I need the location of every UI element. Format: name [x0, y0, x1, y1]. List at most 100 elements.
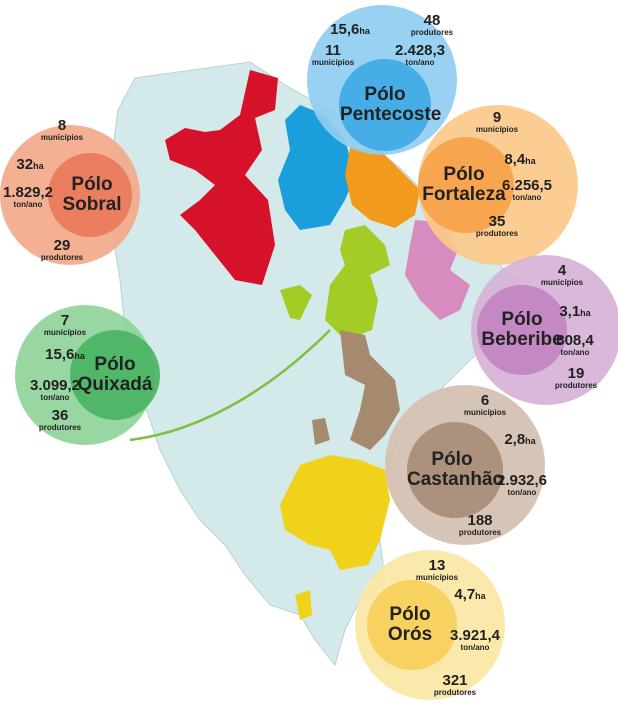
region-sobral — [165, 70, 278, 285]
pole-inner-circle — [418, 137, 514, 233]
municipios-stat: 6 municípios — [464, 393, 506, 417]
stat-unit: ha — [33, 161, 44, 171]
production-stat: 3.921,4 ton/ano — [450, 628, 500, 652]
stat-unit: produtores — [433, 688, 477, 697]
pole-name: Pólo Orós — [387, 604, 433, 645]
stat-unit: produtores — [410, 28, 454, 37]
stat-value: 7 — [60, 312, 70, 329]
stat-value: 13 — [428, 557, 446, 574]
producers-stat: 321 produtores — [434, 673, 476, 697]
stat-unit: ha — [359, 26, 370, 36]
pole-inner-circle — [339, 59, 431, 151]
stat-unit: ha — [74, 351, 85, 361]
stat-value: 2.932,6 — [496, 472, 548, 489]
stat-unit: ton/ano — [460, 643, 490, 652]
pole-name: Pólo Beberibe — [481, 309, 563, 350]
region-castanhao — [340, 330, 400, 450]
area-stat: 15,6ha — [330, 22, 370, 38]
stat-value: 36 — [51, 407, 69, 424]
stat-value: 4,7 — [454, 586, 476, 603]
stat-unit: ton/ano — [560, 348, 590, 357]
production-stat: 1.829,2 ton/ano — [3, 185, 53, 209]
pole-inner-circle — [477, 285, 567, 375]
producers-stat: 188 produtores — [459, 513, 501, 537]
stat-unit: municípios — [40, 133, 84, 142]
stat-unit: ton/ano — [512, 193, 542, 202]
area-stat: 8,4ha — [504, 152, 535, 168]
production-stat: 2.932,6 ton/ano — [497, 473, 547, 497]
stat-value: 188 — [467, 512, 493, 529]
region-quixada-west — [280, 285, 312, 320]
area-stat: 15,6ha — [45, 347, 85, 363]
stat-value: 1.829,2 — [2, 184, 54, 201]
stat-value: 808,4 — [556, 332, 594, 349]
region-fortaleza — [345, 148, 420, 228]
connector-line — [129, 329, 331, 442]
stat-unit: produtores — [554, 381, 598, 390]
stat-value: 3.921,4 — [449, 627, 501, 644]
area-stat: 2,8ha — [504, 432, 535, 448]
production-stat: 3.099,2 ton/ano — [30, 378, 80, 402]
pole-inner-circle — [48, 153, 132, 237]
stat-value: 8,4 — [504, 151, 526, 168]
pole-name: Pólo Sobral — [62, 174, 122, 215]
stat-value: 19 — [567, 365, 585, 382]
stat-unit: municípios — [540, 278, 584, 287]
municipios-stat: 8 municípios — [41, 118, 83, 142]
stat-value: 11 — [325, 42, 341, 59]
stat-unit: ton/ano — [13, 200, 43, 209]
stat-value: 2.428,3 — [394, 42, 446, 59]
stat-value: 321 — [442, 672, 468, 689]
stat-unit: produtores — [475, 229, 519, 238]
pole-inner-circle — [70, 330, 160, 420]
region-oros-south — [295, 590, 312, 620]
stat-value: 32 — [16, 156, 34, 173]
stat-value: 6.256,5 — [501, 177, 553, 194]
stat-unit: municípios — [311, 58, 355, 67]
municipios-stat: 7 municípios — [44, 313, 86, 337]
stat-unit: produtores — [38, 423, 82, 432]
producers-stat: 36 produtores — [39, 408, 81, 432]
stat-value: 15,6 — [330, 21, 360, 38]
area-stat: 4,7ha — [454, 587, 485, 603]
stat-unit: produtores — [458, 528, 502, 537]
stat-unit: ton/ano — [507, 488, 537, 497]
producers-stat: 48 produtores — [411, 13, 453, 37]
stat-unit: municípios — [475, 125, 519, 134]
stat-value: 3,1 — [559, 303, 581, 320]
municipios-stat: 11 municípios — [312, 43, 354, 67]
region-castanhao-west — [312, 418, 330, 445]
stat-unit: municípios — [415, 573, 459, 582]
producers-stat: 35 produtores — [476, 214, 518, 238]
stat-value: 35 — [488, 213, 506, 230]
stat-unit: municípios — [463, 408, 507, 417]
stat-unit: ha — [525, 436, 536, 446]
stat-value: 15,6 — [45, 346, 75, 363]
region-oros — [280, 455, 390, 570]
stat-value: 9 — [492, 109, 502, 126]
stat-value: 48 — [423, 12, 441, 29]
production-stat: 2.428,3 ton/ano — [395, 43, 445, 67]
stat-unit: produtores — [40, 253, 84, 262]
stat-unit: ha — [525, 156, 536, 166]
pole-name: Pólo Fortaleza — [422, 164, 506, 205]
stat-unit: ha — [475, 591, 486, 601]
area-stat: 3,1ha — [559, 304, 590, 320]
producers-stat: 29 produtores — [41, 238, 83, 262]
stat-value: 4 — [557, 262, 567, 279]
municipios-stat: 13 municípios — [416, 558, 458, 582]
stat-value: 29 — [53, 237, 71, 254]
stat-value: 8 — [57, 117, 67, 134]
stat-value: 3.099,2 — [29, 377, 81, 394]
area-stat: 32ha — [16, 157, 43, 173]
stat-unit: ton/ano — [405, 58, 435, 67]
stat-unit: ton/ano — [40, 393, 70, 402]
municipios-stat: 4 municípios — [541, 263, 583, 287]
stat-value: 2,8 — [504, 431, 526, 448]
municipios-stat: 9 municípios — [476, 110, 518, 134]
pole-name: Pólo Castanhão — [407, 449, 505, 490]
